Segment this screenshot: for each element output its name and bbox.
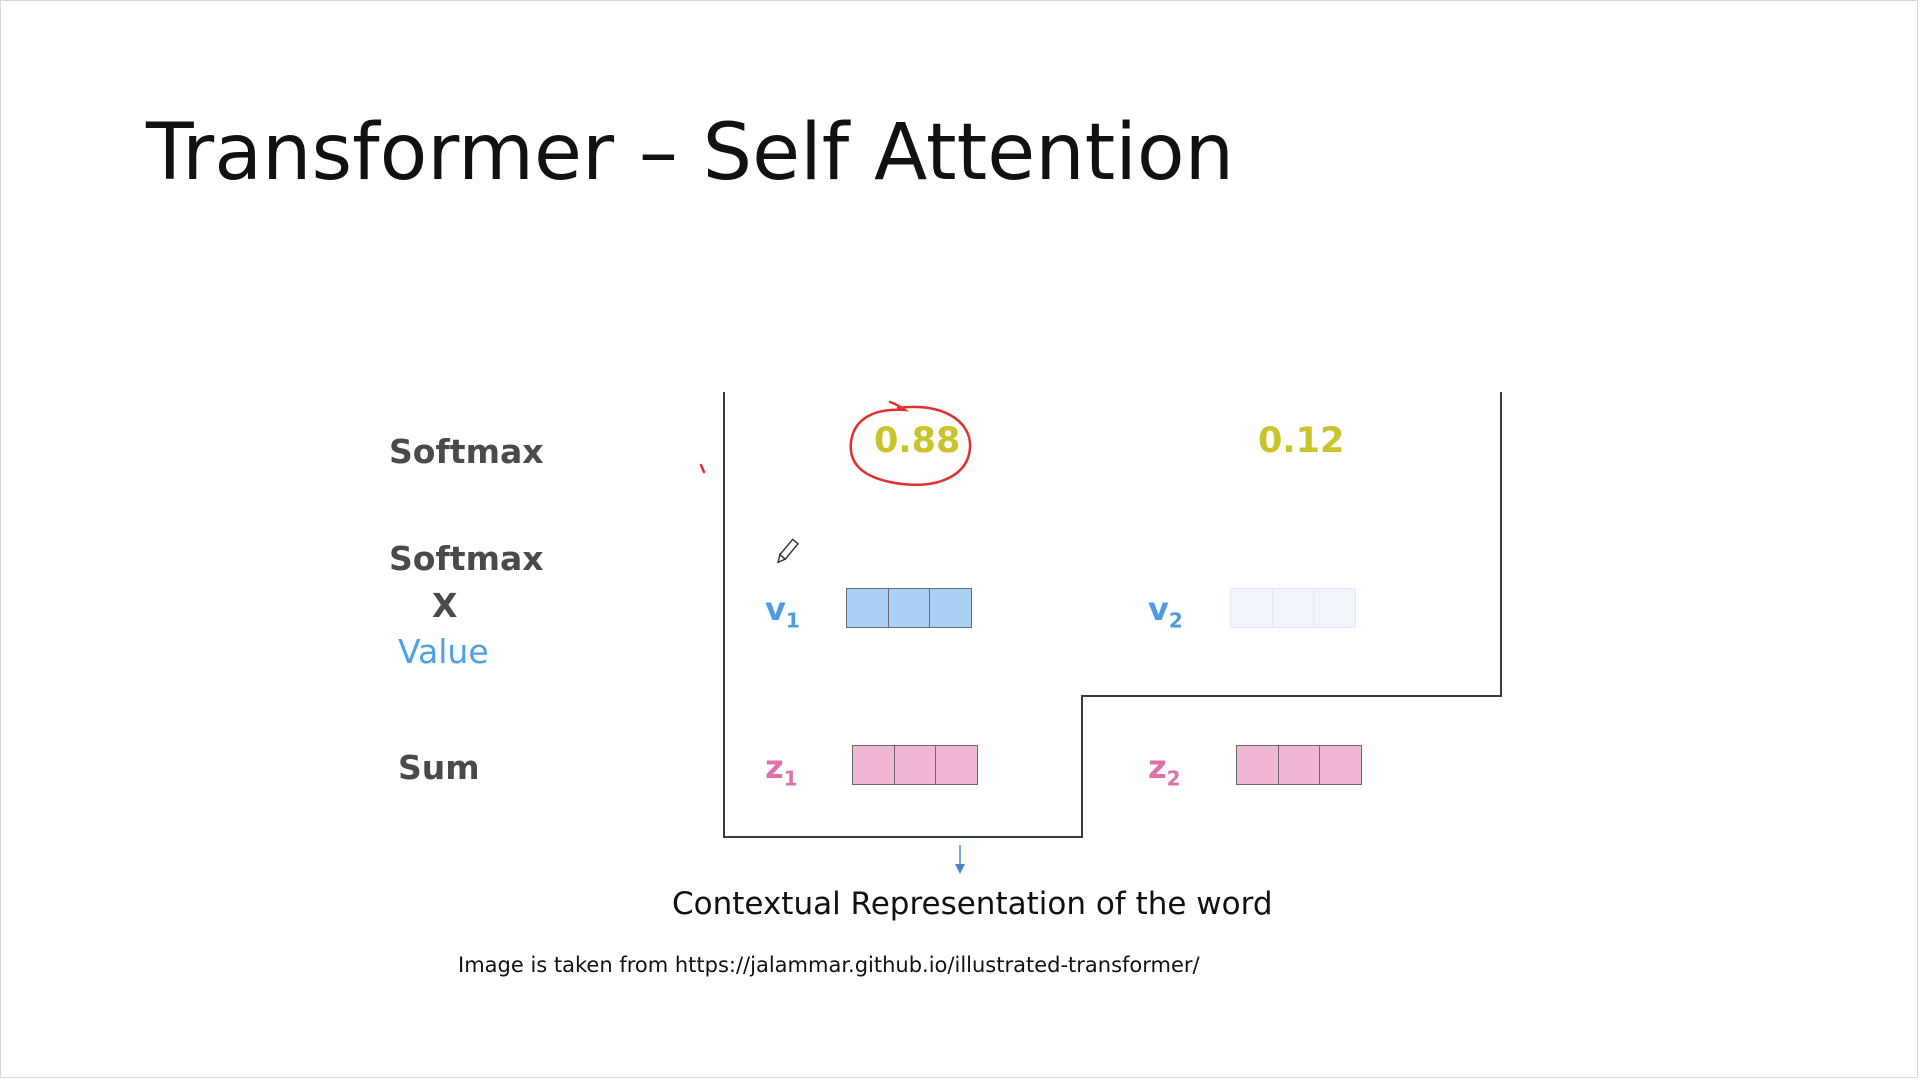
- column-bracket-line: [723, 392, 1502, 838]
- value-vector-1: [846, 588, 972, 628]
- value-label-2: v2: [1148, 590, 1183, 633]
- pen-cursor-icon: [777, 538, 800, 564]
- vector-cell: [889, 589, 931, 627]
- product-row-label-line2: X: [432, 586, 458, 625]
- product-row-label-line3: Value: [398, 632, 489, 671]
- vector-cell: [853, 746, 895, 784]
- highlight-circle: [849, 400, 972, 486]
- softmax-weight-2: 0.12: [1258, 421, 1345, 461]
- sum-label-2: z2: [1148, 748, 1181, 791]
- slide-title: Transformer – Self Attention: [146, 108, 1235, 198]
- vector-cell: [1279, 746, 1321, 784]
- vector-cell: [895, 746, 937, 784]
- output-arrow-head: [955, 864, 965, 874]
- vector-cell: [1320, 746, 1361, 784]
- product-row-label-line1: Softmax: [389, 539, 544, 578]
- softmax-row-label: Softmax: [389, 432, 544, 471]
- vector-cell: [1237, 746, 1279, 784]
- vector-cell: [936, 746, 977, 784]
- sum-vector-2: [1236, 745, 1362, 785]
- value-label-1: v1: [765, 590, 800, 633]
- annotation-tick: [699, 463, 706, 474]
- vector-cell: [1231, 589, 1273, 627]
- sum-row-label: Sum: [398, 748, 480, 787]
- source-credit: Image is taken from https://jalammar.git…: [458, 953, 1200, 977]
- vector-cell: [1273, 589, 1315, 627]
- vector-cell: [847, 589, 889, 627]
- softmax-weight-1: 0.88: [874, 421, 961, 461]
- sum-vector-1: [852, 745, 978, 785]
- vector-cell: [1314, 589, 1355, 627]
- sum-label-1: z1: [765, 748, 798, 791]
- value-vector-2: [1230, 588, 1356, 628]
- vector-cell: [930, 589, 971, 627]
- output-caption: Contextual Representation of the word: [672, 886, 1273, 922]
